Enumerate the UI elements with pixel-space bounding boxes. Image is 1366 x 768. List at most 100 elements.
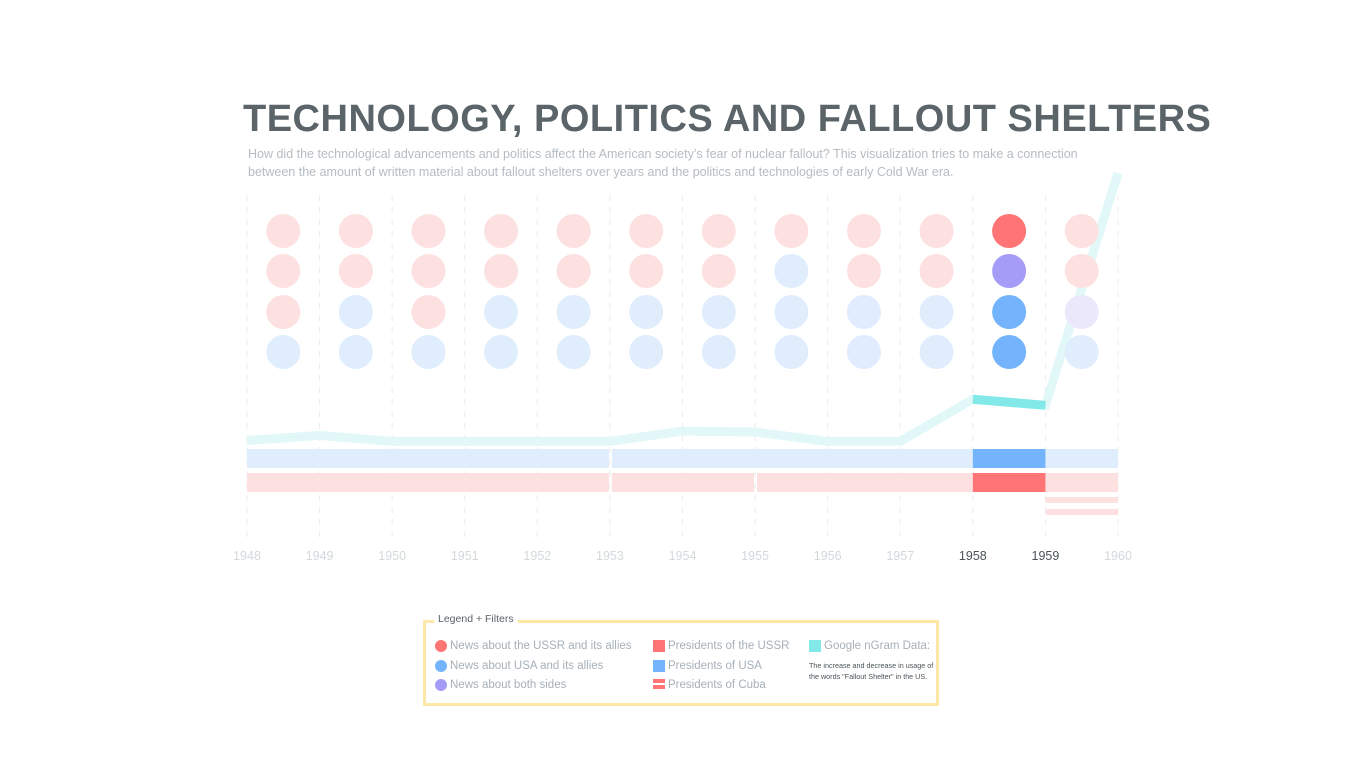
news-dot-ussr[interactable] bbox=[919, 254, 954, 288]
year-label[interactable]: 1957 bbox=[886, 549, 914, 563]
news-dot-ussr[interactable] bbox=[556, 254, 591, 288]
filter-label: Presidents of USA bbox=[668, 660, 762, 672]
filter-presidents-usa[interactable]: Presidents of USA bbox=[653, 660, 762, 672]
usa-president-bar-highlight bbox=[972, 449, 1046, 468]
both-dot-icon bbox=[435, 679, 447, 691]
filter-presidents-cuba[interactable]: Presidents of Cuba bbox=[653, 679, 766, 691]
year-label[interactable]: 1956 bbox=[814, 549, 842, 563]
cuba-president-bar[interactable] bbox=[1045, 509, 1118, 515]
ussr-president-bar-highlight bbox=[972, 473, 1046, 492]
news-dot-usa[interactable] bbox=[846, 335, 881, 369]
news-dot-usa[interactable] bbox=[338, 295, 373, 329]
news-dot-usa[interactable] bbox=[701, 335, 736, 369]
page-title: TECHNOLOGY, POLITICS AND FALLOUT SHELTER… bbox=[243, 98, 1212, 140]
news-dot-usa[interactable] bbox=[774, 254, 809, 288]
filter-label: Presidents of Cuba bbox=[668, 679, 766, 691]
filter-ngram[interactable]: Google nGram Data: bbox=[809, 640, 930, 652]
cuba-president-bar[interactable] bbox=[1045, 497, 1118, 503]
year-label[interactable]: 1958 bbox=[959, 549, 987, 563]
ngram-line-highlight bbox=[972, 394, 1046, 410]
news-dot-ussr[interactable] bbox=[411, 295, 446, 329]
news-dot-usa[interactable] bbox=[919, 335, 954, 369]
news-dot-usa[interactable] bbox=[774, 295, 809, 329]
year-label[interactable]: 1955 bbox=[741, 549, 769, 563]
ngram-description: The increase and decrease in usage of th… bbox=[809, 661, 934, 681]
news-dot-ussr[interactable] bbox=[484, 214, 519, 248]
news-dot-ussr[interactable] bbox=[629, 254, 664, 288]
news-dot-ussr[interactable] bbox=[411, 214, 446, 248]
usa-square-icon bbox=[653, 660, 665, 672]
filter-label: News about USA and its allies bbox=[450, 660, 604, 672]
news-dot-ussr[interactable] bbox=[338, 254, 373, 288]
news-dot-both[interactable] bbox=[1064, 295, 1099, 329]
news-dot-ussr[interactable] bbox=[484, 254, 519, 288]
filter-news-usa[interactable]: News about USA and its allies bbox=[435, 660, 603, 672]
ussr-president-bar[interactable] bbox=[247, 473, 609, 492]
filter-presidents-ussr[interactable]: Presidents of the USSR bbox=[653, 640, 789, 652]
filter-label: News about the USSR and its allies bbox=[450, 640, 632, 652]
year-label[interactable]: 1951 bbox=[451, 549, 479, 563]
ussr-president-bar[interactable] bbox=[611, 473, 755, 492]
news-dot-ussr[interactable] bbox=[992, 214, 1027, 248]
ussr-president-bar[interactable] bbox=[757, 473, 1118, 492]
news-dot-usa[interactable] bbox=[338, 335, 373, 369]
year-label[interactable]: 1952 bbox=[523, 549, 551, 563]
cuba-stripes-icon bbox=[653, 679, 665, 691]
year-label[interactable]: 1950 bbox=[378, 549, 406, 563]
news-dot-ussr[interactable] bbox=[266, 254, 301, 288]
news-dot-ussr[interactable] bbox=[846, 214, 881, 248]
year-label[interactable]: 1948 bbox=[233, 549, 261, 563]
news-dot-usa[interactable] bbox=[484, 295, 519, 329]
news-dot-usa[interactable] bbox=[1064, 335, 1099, 369]
filter-label: Presidents of the USSR bbox=[668, 640, 790, 652]
ngram-square-icon bbox=[809, 640, 821, 652]
news-dot-usa[interactable] bbox=[919, 295, 954, 329]
usa-dot-icon bbox=[435, 660, 447, 672]
filter-label: News about both sides bbox=[450, 679, 567, 691]
news-dot-ussr[interactable] bbox=[701, 214, 736, 248]
year-label[interactable]: 1953 bbox=[596, 549, 624, 563]
news-dot-ussr[interactable] bbox=[629, 214, 664, 248]
news-dot-ussr[interactable] bbox=[774, 214, 809, 248]
news-dot-usa[interactable] bbox=[629, 335, 664, 369]
news-dot-ussr[interactable] bbox=[411, 254, 446, 288]
year-label[interactable]: 1959 bbox=[1032, 549, 1060, 563]
news-dot-usa[interactable] bbox=[846, 295, 881, 329]
news-dot-ussr[interactable] bbox=[556, 214, 591, 248]
news-dot-ussr[interactable] bbox=[266, 214, 301, 248]
ussr-dot-icon bbox=[435, 640, 447, 652]
president-bars-layer bbox=[247, 449, 1118, 515]
news-dots-layer bbox=[266, 214, 1099, 369]
news-dot-usa[interactable] bbox=[266, 335, 301, 369]
news-dot-ussr[interactable] bbox=[919, 214, 954, 248]
ngram-line-layer bbox=[246, 171, 1123, 446]
news-dot-ussr[interactable] bbox=[266, 295, 301, 329]
year-label[interactable]: 1954 bbox=[669, 549, 697, 563]
year-label[interactable]: 1949 bbox=[306, 549, 334, 563]
year-labels-layer: 1948 1949 1950 1951 1952 1953 1954 1955 1956 1957… bbox=[233, 549, 1132, 563]
ussr-square-icon bbox=[653, 640, 665, 652]
news-dot-usa[interactable] bbox=[992, 335, 1027, 369]
news-dot-usa[interactable] bbox=[484, 335, 519, 369]
news-dot-usa[interactable] bbox=[701, 295, 736, 329]
news-dot-usa[interactable] bbox=[774, 335, 809, 369]
news-dot-ussr[interactable] bbox=[701, 254, 736, 288]
news-dot-usa[interactable] bbox=[629, 295, 664, 329]
filter-news-ussr[interactable]: News about the USSR and its allies bbox=[435, 640, 632, 652]
page-subtitle: How did the technological advancements a… bbox=[248, 147, 1078, 179]
year-label[interactable]: 1960 bbox=[1104, 549, 1132, 563]
legend-filters: Legend + Filters News about the USSR and… bbox=[423, 613, 939, 706]
news-dot-usa[interactable] bbox=[556, 295, 591, 329]
filter-news-both[interactable]: News about both sides bbox=[435, 679, 566, 691]
news-dot-ussr[interactable] bbox=[338, 214, 373, 248]
legend-title: Legend + Filters bbox=[434, 613, 518, 625]
usa-president-bar[interactable] bbox=[247, 449, 609, 468]
news-dot-usa[interactable] bbox=[992, 295, 1027, 329]
news-dot-ussr[interactable] bbox=[846, 254, 881, 288]
news-dot-usa[interactable] bbox=[556, 335, 591, 369]
news-dot-both[interactable] bbox=[992, 254, 1027, 288]
news-dot-ussr[interactable] bbox=[1064, 254, 1099, 288]
news-dot-usa[interactable] bbox=[411, 335, 446, 369]
news-dot-ussr[interactable] bbox=[1064, 214, 1099, 248]
